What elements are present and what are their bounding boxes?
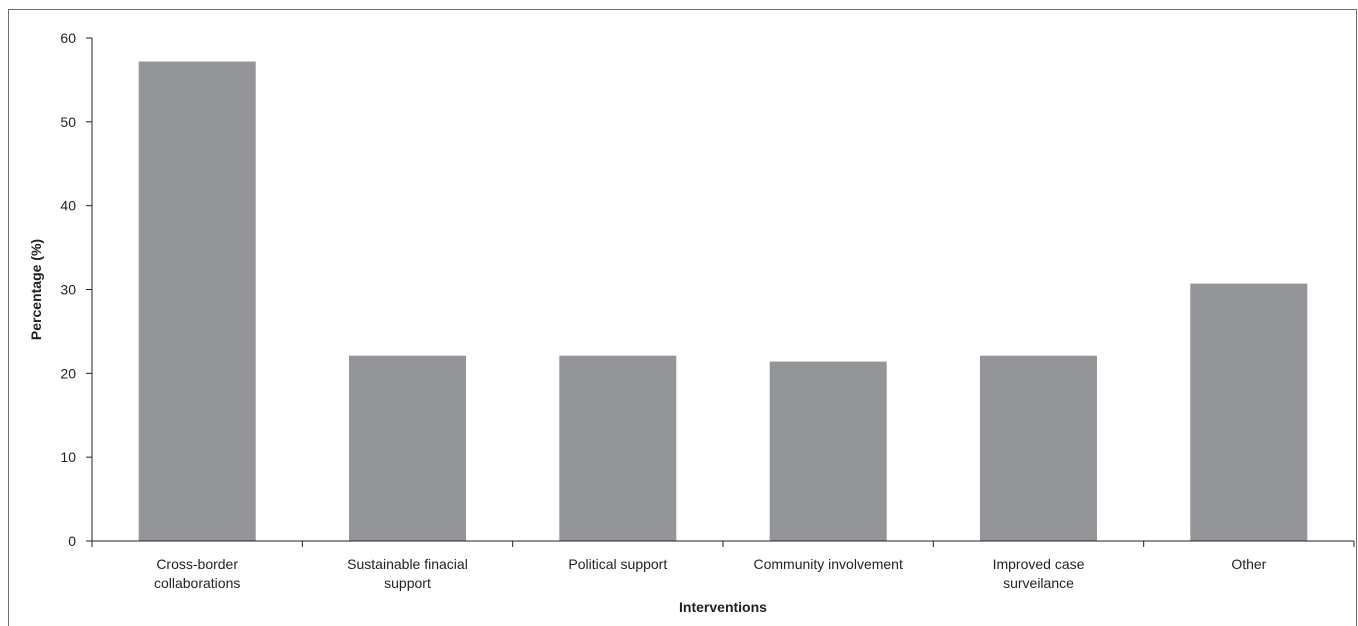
bar-0	[138, 61, 256, 541]
bar-2	[559, 355, 677, 541]
y-tick-label-3: 30	[60, 282, 76, 298]
x-axis-title: Interventions	[679, 599, 767, 615]
y-tick-label-5: 50	[60, 114, 76, 130]
x-tick-label-3: Community involvement	[753, 556, 902, 572]
y-tick-label-6: 60	[60, 30, 76, 46]
y-ticks-group: 0 10 20 30 40 50 60	[60, 30, 92, 549]
bar-3	[769, 361, 887, 541]
y-tick-label-1: 10	[60, 449, 76, 465]
y-tick-label-2: 20	[60, 365, 76, 381]
bars-group	[138, 61, 1308, 541]
y-tick-label-4: 40	[60, 198, 76, 214]
x-tick-label-0: Cross-border collaborations	[154, 556, 240, 591]
bar-4	[980, 355, 1097, 541]
x-tick-label-2: Political support	[568, 556, 667, 572]
bar-5	[1190, 283, 1308, 541]
axes-group	[91, 38, 1354, 542]
x-tick-label-1: Sustainable finacial support	[347, 556, 468, 591]
bar-1	[349, 355, 466, 541]
y-axis-title: Percentage (%)	[28, 239, 44, 340]
y-tick-label-0: 0	[68, 533, 76, 549]
x-ticks-group: Cross-border collaborations Sustainable fi…	[91, 541, 1355, 591]
x-tick-label-4: Improved case surveilance	[993, 556, 1085, 591]
x-tick-label-5: Other	[1231, 556, 1266, 572]
